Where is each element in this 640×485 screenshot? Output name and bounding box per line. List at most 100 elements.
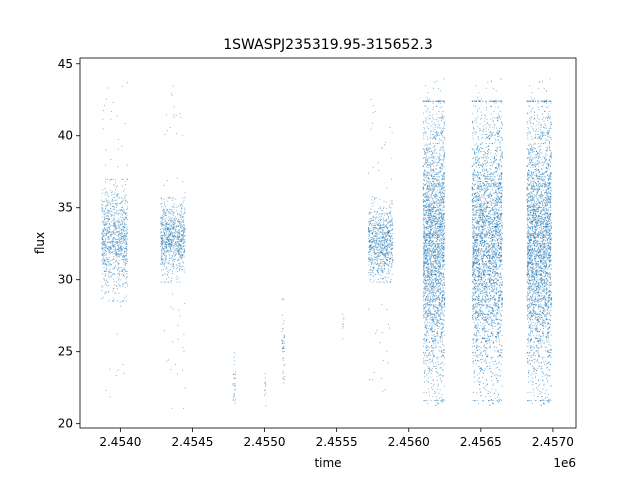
data-point (429, 240, 431, 242)
data-point (435, 404, 437, 406)
data-point (382, 222, 384, 224)
data-point (434, 267, 436, 269)
data-point (433, 233, 435, 235)
data-point (443, 229, 445, 231)
data-point (109, 238, 111, 240)
data-point (375, 332, 377, 334)
data-point (443, 179, 445, 180)
data-point (179, 268, 180, 270)
data-point (180, 205, 182, 207)
data-point (427, 249, 429, 251)
data-point (434, 216, 436, 218)
data-point (433, 232, 435, 234)
data-point (165, 258, 167, 260)
data-point (423, 308, 425, 310)
data-point (424, 240, 426, 242)
data-point (440, 154, 442, 156)
data-point (108, 270, 110, 272)
data-point (436, 156, 438, 158)
data-point (425, 281, 427, 283)
data-point (441, 297, 443, 299)
data-point (389, 204, 391, 206)
data-point (367, 228, 369, 230)
data-point (428, 185, 430, 187)
data-point (427, 166, 429, 168)
data-point (282, 342, 284, 344)
data-point (382, 234, 384, 236)
data-point (423, 179, 425, 181)
data-point (443, 213, 445, 215)
data-point (101, 253, 103, 255)
data-point (117, 248, 119, 250)
data-point (433, 205, 435, 207)
data-point (179, 248, 181, 250)
data-point (110, 272, 112, 273)
data-point (427, 289, 429, 291)
data-point (160, 243, 162, 245)
data-point (429, 165, 431, 167)
data-point (426, 144, 428, 146)
data-point (436, 323, 438, 325)
data-point (424, 283, 426, 285)
data-point (115, 250, 117, 252)
data-point (435, 159, 437, 161)
data-point (430, 225, 432, 227)
data-point (433, 265, 435, 267)
data-point (425, 166, 427, 168)
data-point (441, 196, 443, 198)
data-point (114, 248, 116, 250)
data-point (422, 314, 424, 316)
data-point (428, 315, 430, 317)
data-point (124, 233, 126, 235)
data-point (283, 299, 285, 301)
data-point (440, 247, 442, 249)
data-point (166, 251, 168, 253)
data-point (367, 227, 369, 229)
data-point (434, 129, 436, 130)
data-point (101, 221, 103, 223)
data-point (102, 242, 104, 244)
data-point (114, 244, 116, 246)
data-point (441, 132, 443, 134)
data-point (431, 254, 433, 256)
data-point (437, 298, 438, 300)
data-point (441, 336, 443, 338)
data-point (107, 210, 109, 212)
data-point (380, 253, 382, 255)
data-point (423, 292, 425, 294)
data-point (439, 213, 441, 215)
data-point (438, 123, 440, 125)
data-point (376, 221, 378, 223)
data-point (437, 385, 439, 387)
data-point (428, 293, 430, 295)
data-point (437, 307, 439, 309)
data-point (432, 163, 434, 165)
data-point (390, 254, 392, 256)
data-point (437, 180, 439, 182)
data-point (438, 296, 440, 298)
data-point (124, 180, 126, 182)
data-point (425, 259, 427, 261)
data-point (168, 229, 170, 231)
data-point (428, 100, 430, 102)
data-point (163, 234, 165, 236)
data-point (436, 194, 438, 196)
data-point (381, 248, 383, 250)
data-point (115, 199, 117, 201)
data-point (428, 232, 430, 234)
data-point (166, 228, 168, 230)
data-point (106, 87, 108, 89)
data-point (437, 250, 439, 252)
data-point (160, 249, 162, 251)
data-point (435, 312, 437, 314)
data-point (423, 256, 425, 258)
data-point (105, 181, 107, 183)
data-point (442, 375, 444, 377)
data-point (371, 270, 373, 272)
data-point (120, 243, 122, 245)
data-point (160, 264, 162, 266)
data-point (175, 236, 177, 238)
data-point (102, 258, 104, 260)
data-point (432, 109, 434, 111)
data-point (437, 231, 439, 233)
